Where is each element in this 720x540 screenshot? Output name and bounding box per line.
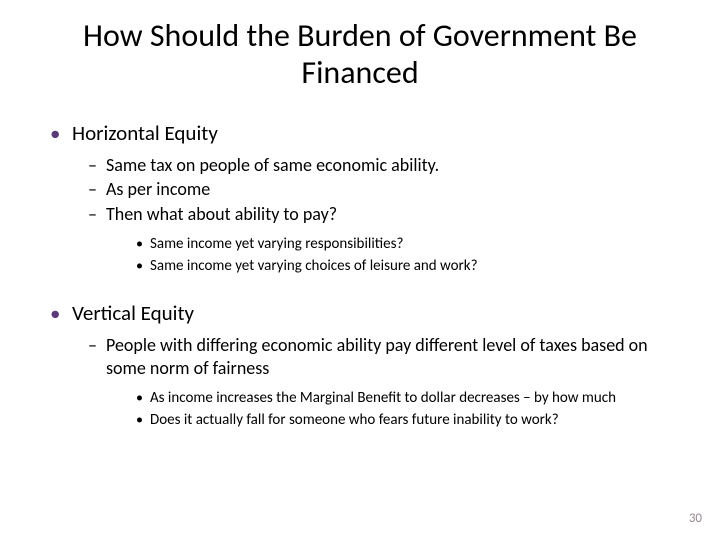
section2-subpoint-1: Does it actually fall for someone who fe… — [136, 411, 680, 431]
spacer — [40, 278, 680, 300]
section1-heading: Horizontal Equity — [50, 120, 680, 146]
section1-point-0: Same tax on people of same economic abil… — [88, 154, 680, 177]
slide-title: How Should the Burden of Government Be F… — [40, 18, 680, 92]
section2-subpoint-0: As income increases the Marginal Benefit… — [136, 389, 680, 409]
section1-point-2: Then what about ability to pay? — [88, 203, 680, 226]
section1-subpoint-1: Same income yet varying choices of leisu… — [136, 257, 680, 277]
slide-container: How Should the Burden of Government Be F… — [0, 0, 720, 540]
section2-heading: Vertical Equity — [50, 300, 680, 326]
spacer — [40, 227, 680, 235]
section1-subpoint-0: Same income yet varying responsibilities… — [136, 235, 680, 255]
section1-point-1: As per income — [88, 178, 680, 201]
section2-point-0: People with differing economic ability p… — [88, 334, 680, 379]
spacer — [40, 381, 680, 389]
page-number: 30 — [689, 511, 702, 526]
